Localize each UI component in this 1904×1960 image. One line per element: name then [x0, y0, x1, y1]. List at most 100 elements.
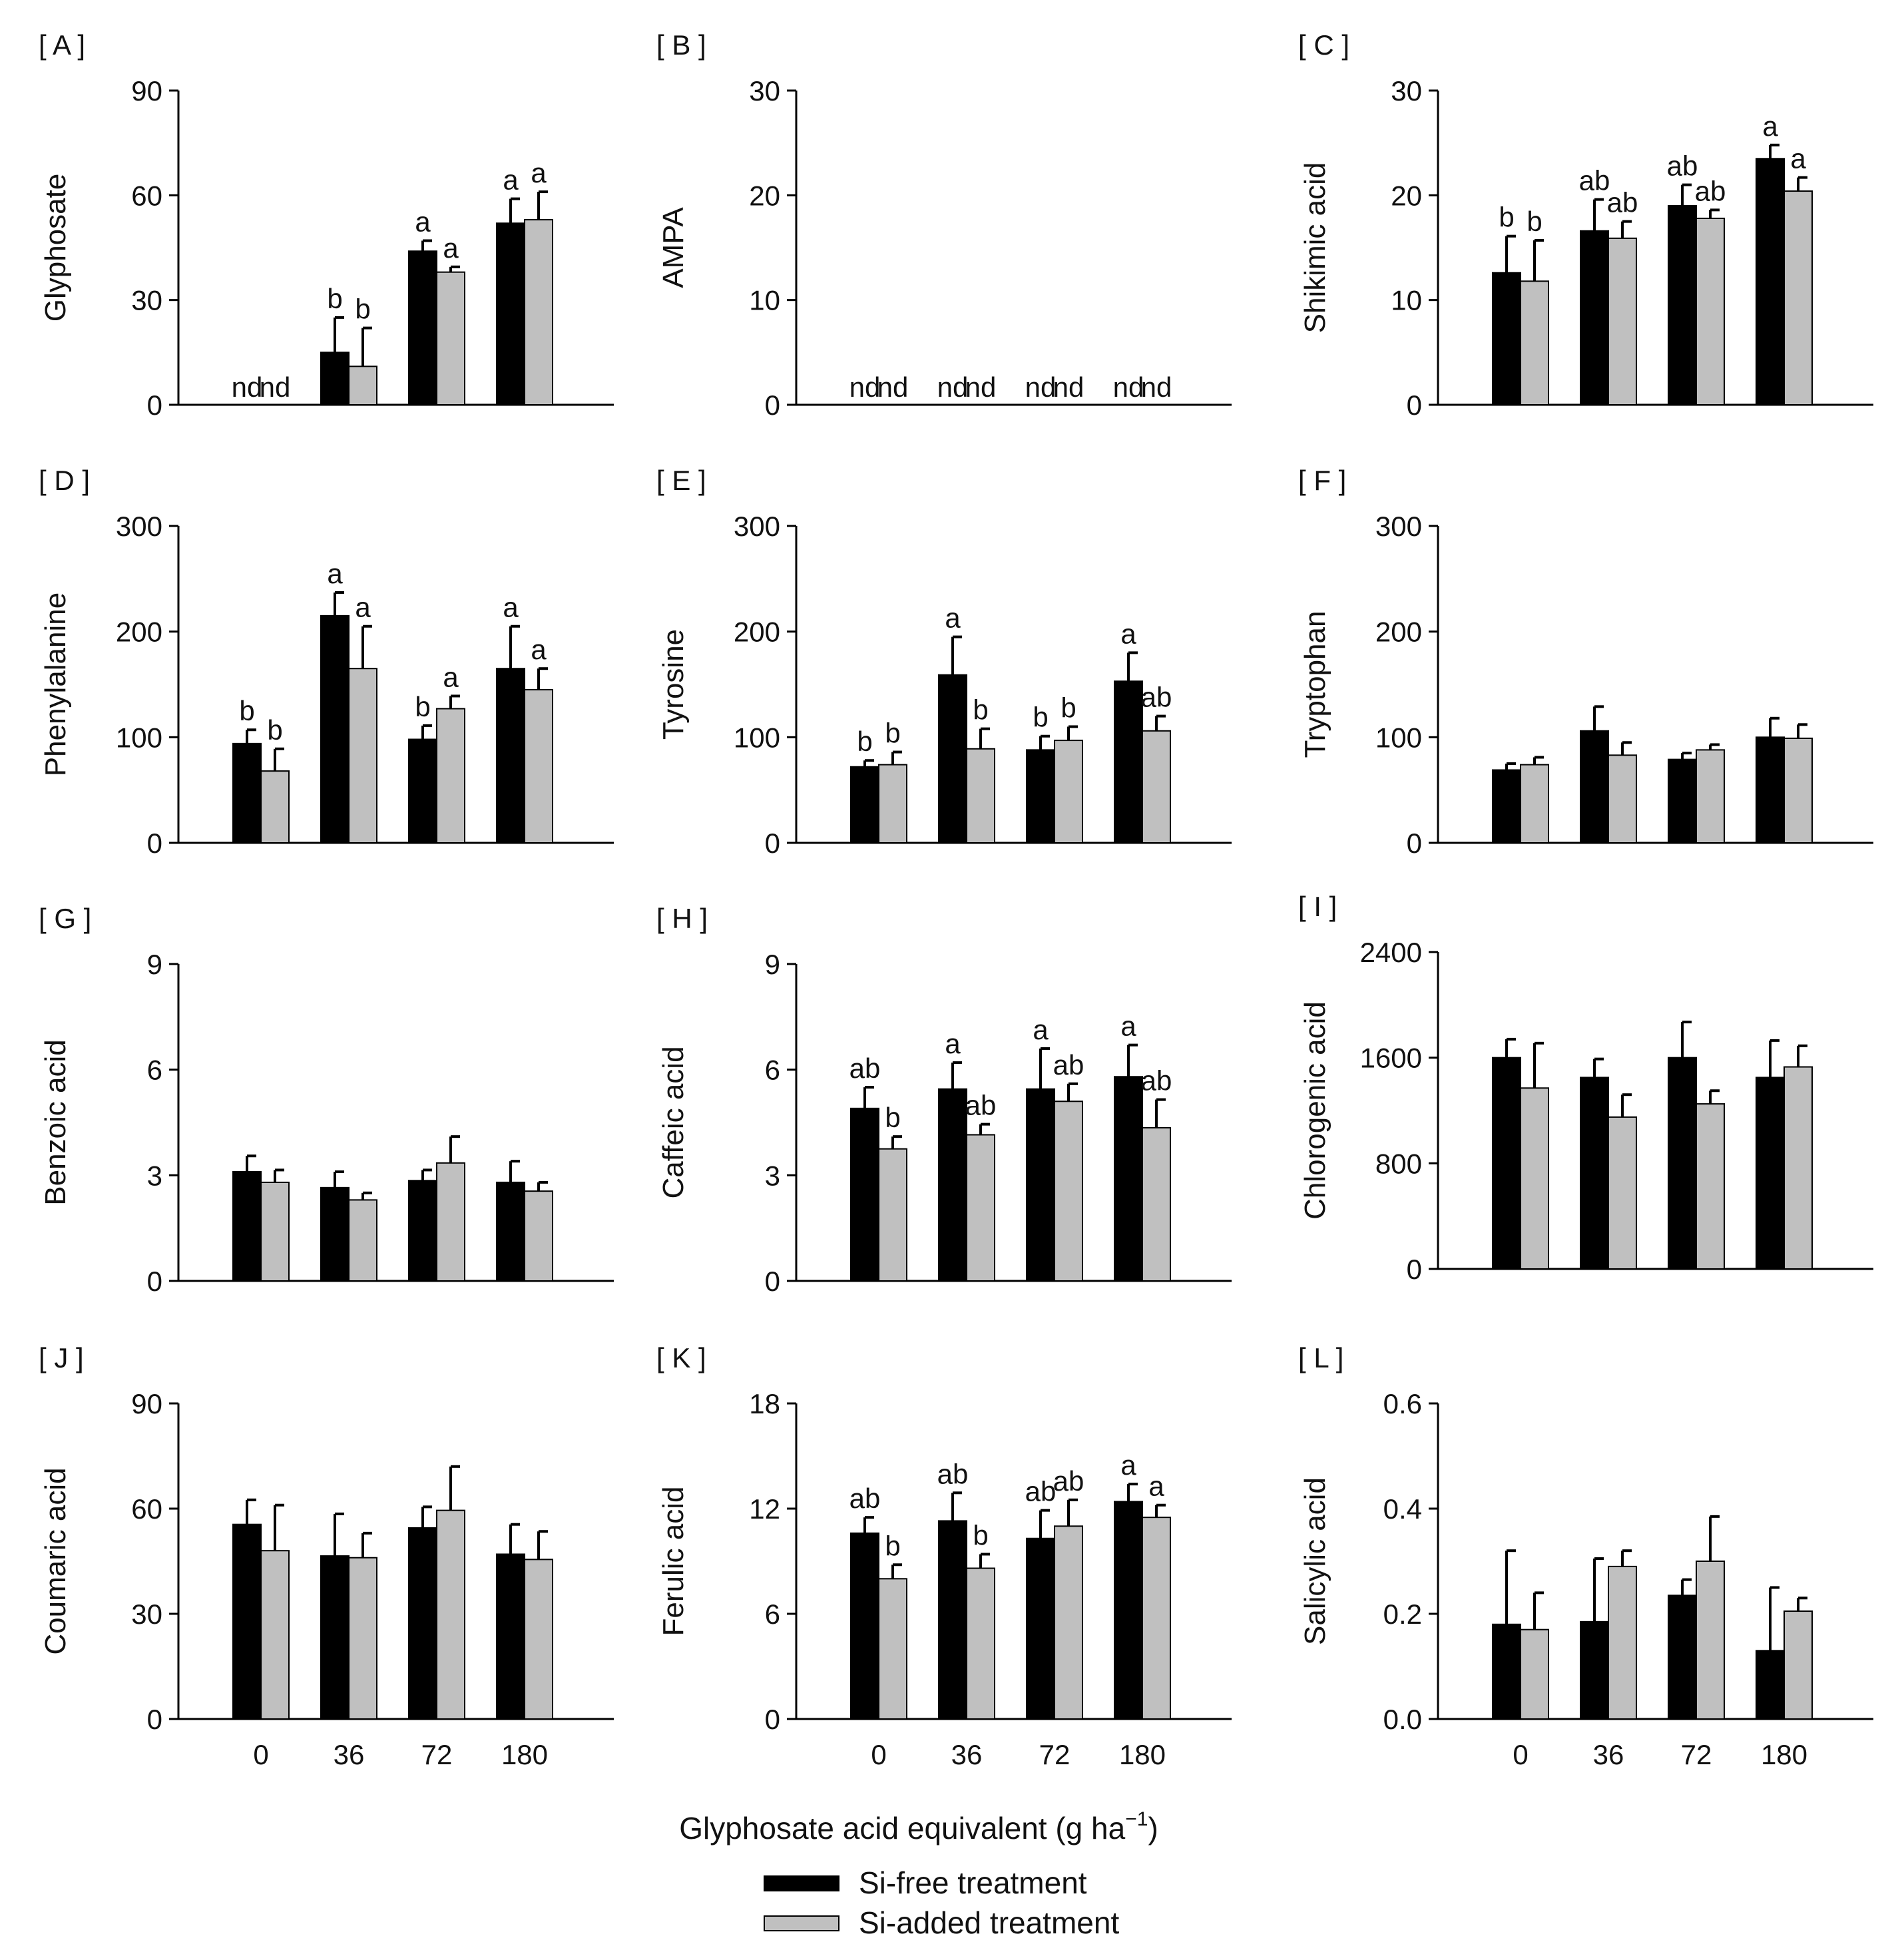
not-detected-label: nd: [232, 371, 263, 403]
legend-label-si-free: Si-free treatment: [859, 1865, 1087, 1900]
significance-letter: b: [885, 1102, 900, 1133]
y-tick-label: 20: [1391, 180, 1422, 211]
x-axis-title-superscript: −1: [1125, 1808, 1148, 1830]
bar: [1668, 758, 1697, 844]
y-tick-label: 90: [131, 1388, 162, 1419]
bar: [1756, 1650, 1785, 1720]
bar: [1026, 749, 1055, 844]
bar: [850, 1107, 879, 1282]
bar: [1520, 1087, 1549, 1270]
bar: [1784, 1610, 1813, 1720]
bar: [436, 271, 465, 406]
y-tick-label: 1600: [1360, 1043, 1422, 1074]
bar: [436, 1162, 465, 1282]
bar: [966, 1134, 995, 1282]
bar: [1142, 730, 1171, 844]
y-tick-label: 30: [1391, 75, 1422, 107]
significance-letter: b: [327, 283, 342, 314]
y-tick-label: 0.6: [1383, 1388, 1422, 1419]
bar: [1114, 1501, 1143, 1720]
y-tick-label: 0: [765, 389, 780, 421]
svg-text:Glyphosate acid equivalent (g: Glyphosate acid equivalent (g ha−1): [679, 1808, 1158, 1845]
panel-label: [ F ]: [1298, 465, 1346, 496]
bar: [1520, 280, 1549, 406]
y-tick-label: 6: [765, 1598, 780, 1630]
panel-i: [ I ] Chlorogenic acid 0 800 1600 2400: [1298, 891, 1873, 1285]
y-axis-title: AMPA: [657, 207, 690, 288]
bar: [1142, 1126, 1171, 1282]
y-axis-title: Tyrosine: [657, 629, 690, 740]
significance-letter: a: [1033, 1014, 1049, 1045]
legend: Si-free treatment Si-added treatment: [764, 1865, 1119, 1940]
significance-letter: ab: [1141, 682, 1172, 713]
x-tick-label: 0: [871, 1739, 886, 1770]
not-detected-label: nd: [1053, 371, 1084, 403]
y-tick-label: 9: [147, 949, 162, 980]
y-tick-label: 10: [749, 285, 780, 316]
y-tick-label: 200: [116, 616, 162, 648]
bar: [408, 1180, 437, 1282]
y-tick-label: 90: [131, 75, 162, 107]
significance-letter: ab: [1579, 165, 1610, 196]
bar: [496, 222, 525, 405]
significance-letter: b: [1527, 206, 1542, 237]
bar: [348, 1557, 377, 1720]
significance-letter: a: [1148, 1471, 1164, 1502]
bar: [1142, 1517, 1171, 1720]
bar: [1696, 749, 1725, 844]
y-tick-label: 0.2: [1383, 1598, 1422, 1630]
y-tick-label: 0: [765, 828, 780, 859]
x-tick-label: 72: [1681, 1739, 1712, 1770]
not-detected-label: nd: [877, 371, 909, 403]
significance-letter: a: [443, 232, 459, 264]
y-tick-label: 9: [765, 949, 780, 980]
bar: [1580, 730, 1609, 844]
y-tick-label: 3: [147, 1160, 162, 1191]
bar: [1696, 217, 1725, 405]
y-tick-label: 2400: [1360, 937, 1422, 968]
bar: [1580, 1077, 1609, 1270]
bar: [320, 614, 350, 844]
x-tick-label: 72: [421, 1739, 453, 1770]
y-tick-label: 300: [116, 511, 162, 542]
significance-letter: b: [885, 718, 900, 749]
y-axis-title: Tryptophan: [1299, 611, 1331, 758]
bar: [524, 1190, 553, 1282]
bar: [260, 770, 290, 844]
y-tick-label: 0: [147, 1266, 162, 1297]
bar: [1756, 736, 1785, 844]
y-tick-label: 3: [765, 1160, 780, 1191]
not-detected-label: nd: [1113, 371, 1144, 403]
y-tick-label: 100: [1375, 722, 1422, 753]
bar: [524, 688, 553, 844]
bar: [1756, 1077, 1785, 1270]
y-tick-label: 100: [116, 722, 162, 753]
panel-label: [ E ]: [656, 465, 706, 496]
panel-label: [ L ]: [1298, 1342, 1343, 1373]
bar: [320, 1186, 350, 1282]
bar: [260, 1550, 290, 1720]
bar: [1054, 1525, 1083, 1720]
y-axis-title: Phenylalanine: [39, 593, 72, 776]
panel-label: [ H ]: [656, 903, 708, 934]
panel-j: [ J ] Coumaric acid 0 30 60 90 0 36 72 180: [39, 1342, 614, 1770]
panel-label: [ J ]: [39, 1342, 84, 1373]
y-axis-title: Coumaric acid: [39, 1467, 72, 1654]
bar: [850, 1532, 879, 1720]
significance-letter: a: [503, 592, 519, 623]
y-tick-label: 100: [734, 722, 780, 753]
x-axis-title-main: Glyphosate acid equivalent (g ha: [679, 1811, 1125, 1845]
significance-letter: ab: [1667, 150, 1698, 182]
significance-letter: a: [443, 661, 459, 692]
significance-letter: b: [885, 1530, 900, 1561]
bar: [1114, 680, 1143, 844]
x-axis-title: Glyphosate acid equivalent (g ha−1): [679, 1808, 1158, 1845]
bar: [320, 1555, 350, 1720]
bar: [232, 1523, 262, 1720]
bar: [260, 1181, 290, 1282]
not-detected-label: nd: [260, 371, 291, 403]
